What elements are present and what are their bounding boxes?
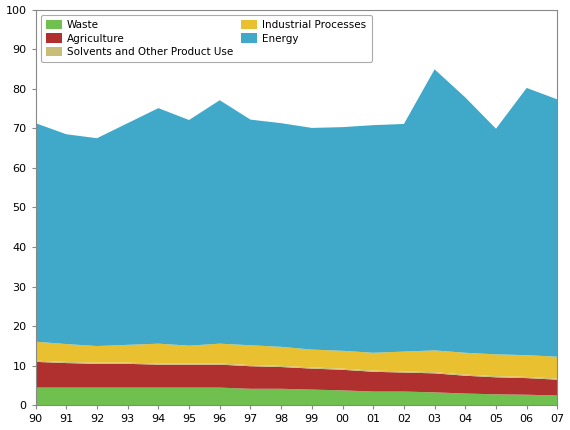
Legend: Waste, Agriculture, Solvents and Other Product Use, Industrial Processes, Energy: Waste, Agriculture, Solvents and Other P… (41, 15, 372, 62)
